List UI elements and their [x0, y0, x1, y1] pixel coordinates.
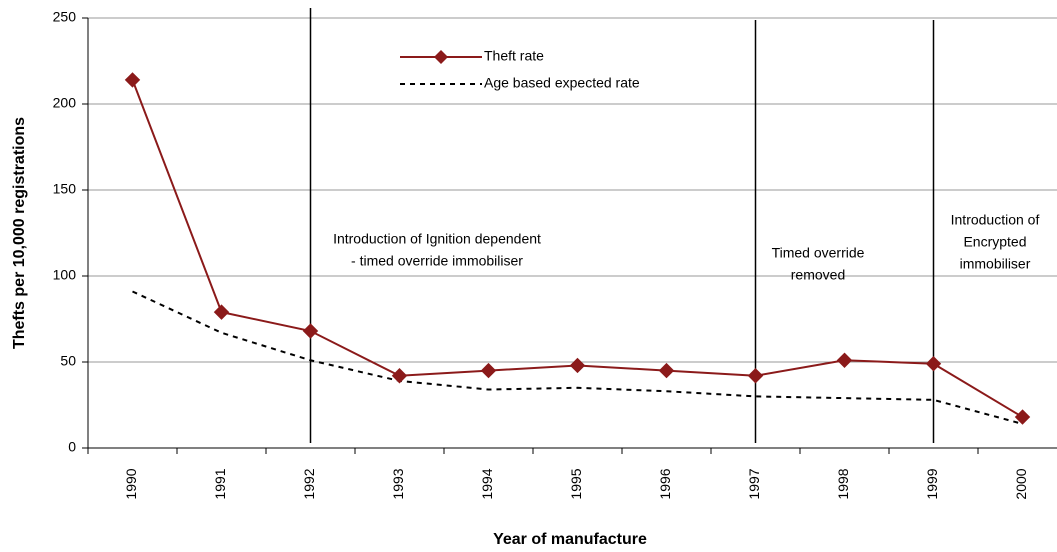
annotation-text: immobiliser: [960, 256, 1031, 272]
x-tick-label: 1991: [212, 468, 228, 499]
marker: [925, 356, 942, 372]
legend-marker: [434, 50, 448, 64]
legend-label: Theft rate: [484, 48, 544, 64]
marker: [480, 362, 497, 379]
x-tick-label: 1998: [835, 468, 851, 499]
x-tick-label: 1997: [746, 468, 762, 499]
x-axis-title: Year of manufacture: [493, 531, 647, 548]
y-tick-label: 0: [68, 439, 76, 455]
annotation-text: Encrypted: [963, 234, 1026, 250]
annotation-text: removed: [791, 267, 845, 283]
x-tick-label: 1992: [301, 468, 317, 499]
marker: [747, 368, 764, 384]
x-tick-label: 1993: [390, 468, 406, 499]
marker: [569, 357, 586, 374]
legend-label: Age based expected rate: [484, 75, 640, 91]
x-tick-label: 2000: [1013, 468, 1029, 499]
marker: [302, 323, 319, 339]
annotation-text: Timed override: [772, 245, 865, 261]
x-tick-label: 1996: [657, 468, 673, 499]
y-tick-label: 200: [53, 95, 77, 111]
x-tick-label: 1995: [568, 468, 584, 499]
x-tick-label: 1999: [924, 468, 940, 499]
y-tick-label: 100: [53, 267, 77, 283]
y-tick-label: 50: [60, 353, 76, 369]
annotation-text: Introduction of Ignition dependent: [333, 231, 541, 247]
x-tick-label: 1994: [479, 468, 495, 499]
marker: [658, 362, 675, 379]
annotation-text: Introduction of: [951, 212, 1040, 228]
y-tick-label: 250: [53, 9, 77, 25]
marker: [1014, 409, 1031, 425]
marker: [124, 72, 141, 88]
annotation-text: - timed override immobiliser: [351, 253, 523, 269]
y-axis-title: Thefts per 10,000 registrations: [11, 117, 28, 349]
marker: [836, 352, 853, 368]
series-line: [132, 290, 1023, 425]
x-tick-label: 1990: [123, 468, 139, 499]
marker: [391, 368, 408, 384]
marker: [213, 304, 230, 320]
y-tick-label: 150: [53, 181, 77, 197]
